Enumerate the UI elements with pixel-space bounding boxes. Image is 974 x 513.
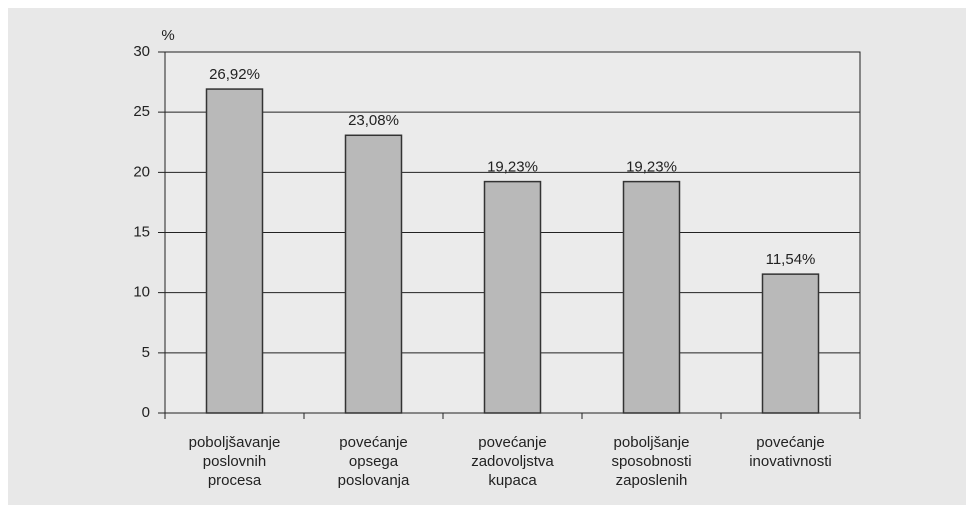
value-label: 23,08% <box>348 112 399 129</box>
y-tick-label: 5 <box>142 344 150 361</box>
x-tick-label: poboljšanje sposobnosti zaposlenih <box>611 434 691 489</box>
bar <box>622 180 681 414</box>
value-label: 19,23% <box>487 159 538 176</box>
bar <box>205 88 264 414</box>
y-tick-label: 10 <box>133 284 150 301</box>
x-tick-label: povećanje opsega poslovanja <box>338 434 410 489</box>
y-axis-label: % <box>161 27 174 44</box>
x-tick-label: poboljšavanje poslovnih procesa <box>189 434 281 489</box>
y-tick-label: 15 <box>133 223 150 240</box>
bar <box>761 273 820 414</box>
value-label: 11,54% <box>766 251 816 268</box>
x-tick-label: povećanje inovativnosti <box>749 434 832 470</box>
bar <box>483 180 542 414</box>
y-tick-label: 25 <box>133 103 150 120</box>
y-tick-label: 20 <box>133 163 150 180</box>
y-tick-label: 30 <box>133 43 150 60</box>
bar <box>344 134 403 414</box>
y-tick-label: 0 <box>142 404 150 421</box>
value-label: 26,92% <box>209 66 260 83</box>
x-tick-label: povećanje zadovoljstva kupaca <box>471 434 554 489</box>
value-label: 19,23% <box>626 159 677 176</box>
